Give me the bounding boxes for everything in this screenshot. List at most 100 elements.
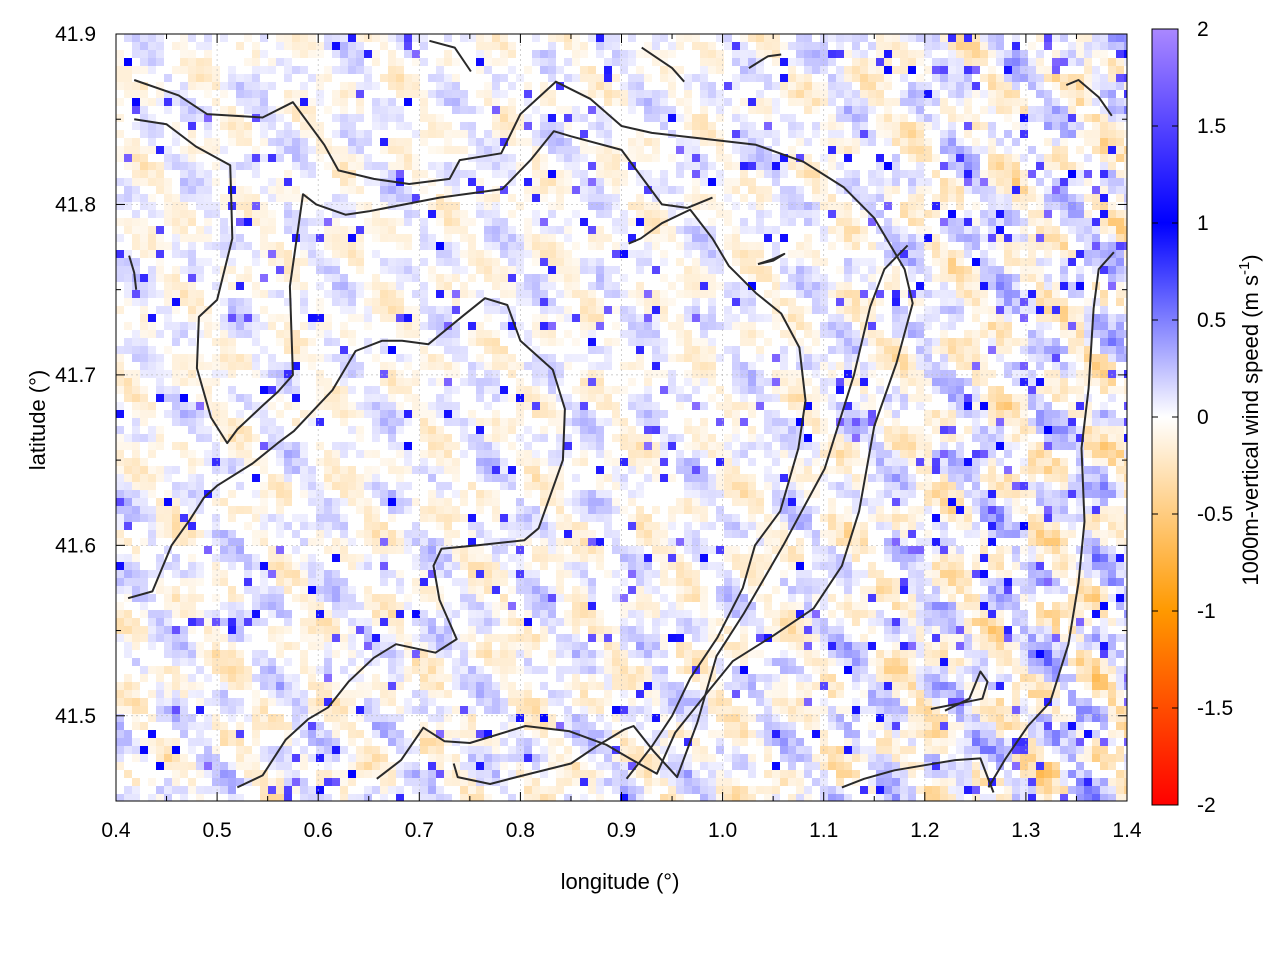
heatmap-cell [388,106,396,114]
heatmap-cell [212,458,220,466]
heatmap-cell [692,226,700,234]
heatmap-cell [972,354,980,362]
heatmap-cell [492,234,500,242]
heatmap-cell [740,98,748,106]
heatmap-cell [164,146,172,154]
heatmap-cell [828,378,836,386]
heatmap-cell [452,330,460,338]
heatmap-cell [124,258,132,266]
heatmap-cell [276,426,284,434]
heatmap-cell [204,378,212,386]
heatmap-cell [1108,410,1116,418]
heatmap-cell [444,418,452,426]
heatmap-cell [524,482,532,490]
heatmap-cell [532,162,540,170]
heatmap-cell [244,186,252,194]
heatmap-cell [908,218,916,226]
heatmap-cell [764,410,772,418]
heatmap-cell [1124,106,1127,114]
heatmap-cell [220,218,228,226]
heatmap-cell [644,314,652,322]
heatmap-cell [1092,250,1100,258]
heatmap-cell [844,170,852,178]
heatmap-cell [244,138,252,146]
heatmap-cell [956,50,964,58]
heatmap-cell [1012,378,1020,386]
heatmap-cell [420,282,428,290]
heatmap-cell [244,34,252,42]
heatmap-cell [148,50,156,58]
heatmap-cell [284,42,292,50]
heatmap-cell [948,458,956,466]
heatmap-cell [412,74,420,82]
heatmap-cell [844,442,852,450]
heatmap-cell [604,362,612,370]
heatmap-cell [740,66,748,74]
heatmap-cell [292,338,300,346]
heatmap-cell [956,394,964,402]
heatmap-cell [260,138,268,146]
heatmap-cell [1012,42,1020,50]
heatmap-cell [612,410,620,418]
heatmap-cell [660,386,668,394]
heatmap-cell [932,386,940,394]
heatmap-cell [988,42,996,50]
heatmap-cell [924,474,932,482]
heatmap-cell [636,202,644,210]
heatmap-cell [692,378,700,386]
heatmap-cell [348,258,356,266]
heatmap-cell [484,442,492,450]
heatmap-cell [772,98,780,106]
heatmap-cell [1020,154,1028,162]
heatmap-cell [1084,434,1092,442]
heatmap-cell [1108,426,1116,434]
heatmap-cell [860,386,868,394]
heatmap-cell [924,114,932,122]
heatmap-cell [492,202,500,210]
heatmap-cell [1028,482,1036,490]
heatmap-cell [876,130,884,138]
heatmap-cell [196,490,204,498]
heatmap-cell [316,322,324,330]
heatmap-cell [972,402,980,410]
heatmap-cell [484,58,492,66]
heatmap-cell [116,258,124,266]
heatmap-cell [172,250,180,258]
heatmap-cell [828,50,836,58]
heatmap-cell [628,434,636,442]
heatmap-cell [644,306,652,314]
heatmap-cell [1036,194,1044,202]
heatmap-cell [476,42,484,50]
heatmap-cell [356,162,364,170]
heatmap-cell [436,58,444,66]
heatmap-cell [492,378,500,386]
heatmap-cell [212,66,220,74]
heatmap-cell [796,50,804,58]
heatmap-cell [132,218,140,226]
heatmap-cell [956,450,964,458]
heatmap-cell [540,194,548,202]
heatmap-cell [236,322,244,330]
heatmap-cell [380,370,388,378]
heatmap-cell [236,122,244,130]
heatmap-cell [1028,298,1036,306]
heatmap-cell [780,170,788,178]
heatmap-cell [1036,114,1044,122]
heatmap-cell [764,74,772,82]
heatmap-cell [180,34,188,42]
heatmap-cell [612,34,620,42]
heatmap-cell [444,378,452,386]
heatmap-cell [508,242,516,250]
heatmap-cell [740,474,748,482]
heatmap-cell [836,234,844,242]
heatmap-cell [1052,234,1060,242]
heatmap-cell [868,90,876,98]
heatmap-cell [196,202,204,210]
heatmap-cell [284,322,292,330]
heatmap-cell [948,450,956,458]
heatmap-cell [340,170,348,178]
heatmap-cell [692,74,700,82]
heatmap-cell [588,490,596,498]
heatmap-cell [516,138,524,146]
heatmap-cell [620,226,628,234]
